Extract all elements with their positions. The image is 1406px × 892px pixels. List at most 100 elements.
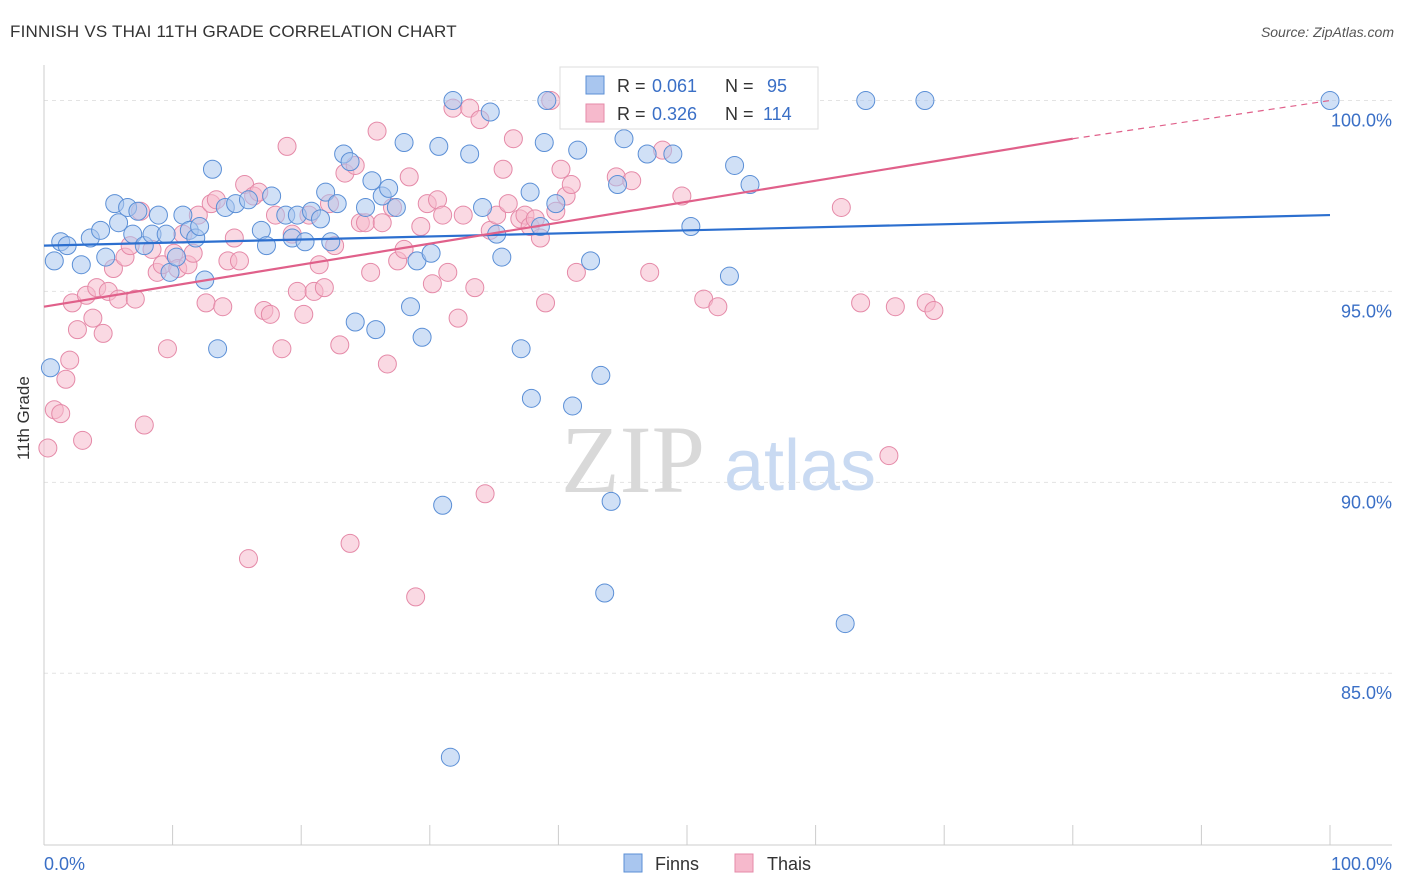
finns-point xyxy=(614,129,634,149)
thais-point xyxy=(493,159,513,179)
thais-point xyxy=(277,136,297,156)
thais-point xyxy=(640,262,660,282)
finns-point xyxy=(238,190,258,210)
finns-point xyxy=(521,388,541,408)
thais-point xyxy=(38,438,58,458)
finns-point xyxy=(356,197,375,217)
thais-point xyxy=(536,293,556,313)
finns-r-value: 0.061 xyxy=(652,76,697,96)
thais-point xyxy=(196,293,216,313)
correlation-legend: R = 0.061 N = 95 R = 0.326 N = 114 xyxy=(559,66,819,130)
finns-point xyxy=(190,217,210,237)
thais-points xyxy=(38,91,944,607)
thais-point xyxy=(51,404,71,424)
thais-point xyxy=(879,446,899,466)
thais-point xyxy=(433,205,453,225)
thais-point xyxy=(453,205,473,225)
finns-point xyxy=(520,182,540,202)
x-tick-label: 100.0% xyxy=(1331,854,1392,874)
finns-point xyxy=(310,209,330,229)
finns-bottom-swatch xyxy=(623,853,643,873)
finns-point xyxy=(663,144,683,164)
thais-r-label: R = xyxy=(617,104,646,124)
trend-lines xyxy=(43,99,1331,308)
finns-point xyxy=(443,91,463,111)
finns-point xyxy=(386,197,406,217)
finns-point xyxy=(316,182,336,202)
finns-point xyxy=(460,144,480,164)
finns-point xyxy=(421,243,441,263)
thais-point xyxy=(309,255,329,275)
thais-point xyxy=(422,274,442,294)
finns-point xyxy=(71,255,91,275)
finns-point xyxy=(681,217,701,237)
finns-point xyxy=(262,186,282,206)
finns-trend-line xyxy=(43,213,1331,247)
finns-point xyxy=(379,178,399,198)
finns-point xyxy=(591,365,611,385)
finns-point xyxy=(637,144,657,164)
finns-legend-label: Finns xyxy=(655,854,699,874)
thais-r-value: 0.326 xyxy=(652,104,697,124)
thais-point xyxy=(229,251,249,271)
thais-point xyxy=(831,197,851,217)
finns-point xyxy=(546,194,566,214)
finns-point xyxy=(725,155,745,175)
finns-n-label: N = xyxy=(725,76,754,96)
thais-point xyxy=(448,308,468,328)
thais-point xyxy=(67,320,87,340)
y-tick-label: 90.0% xyxy=(1341,492,1392,512)
thais-point xyxy=(851,293,871,313)
finns-legend-swatch xyxy=(585,75,605,95)
thais-point xyxy=(224,228,244,248)
thais-point xyxy=(272,339,292,359)
thais-point xyxy=(503,129,523,149)
finns-point xyxy=(480,102,500,122)
finns-point xyxy=(537,91,557,111)
finns-point xyxy=(1320,91,1340,111)
finns-point xyxy=(429,136,449,156)
finns-point xyxy=(44,251,64,271)
source-note: Source: ZipAtlas.com xyxy=(1260,24,1394,40)
y-tick-label: 85.0% xyxy=(1341,683,1392,703)
finns-point xyxy=(96,247,116,267)
thais-point xyxy=(372,213,392,233)
thais-point xyxy=(83,308,103,328)
finns-point xyxy=(340,152,360,172)
finns-point xyxy=(156,224,176,244)
thais-trend-extension xyxy=(1072,99,1331,140)
finns-point xyxy=(534,133,554,153)
finns-point xyxy=(595,583,615,603)
thais-point xyxy=(561,175,581,195)
finns-point xyxy=(915,91,935,111)
finns-point xyxy=(433,495,453,515)
finns-point xyxy=(473,197,493,217)
finns-points xyxy=(40,91,1340,767)
finns-point xyxy=(345,312,365,332)
watermark-zip: ZIP xyxy=(561,406,705,513)
thais-point xyxy=(260,304,280,324)
thais-point xyxy=(238,549,258,569)
thais-point xyxy=(134,415,154,435)
thais-point xyxy=(367,121,387,141)
x-tick-label: 0.0% xyxy=(44,854,85,874)
finns-point xyxy=(492,247,512,267)
thais-trend-line xyxy=(43,137,1073,308)
finns-point xyxy=(581,251,601,271)
finns-point xyxy=(91,220,111,240)
thais-point xyxy=(93,323,113,343)
finns-point xyxy=(202,159,222,179)
finns-point xyxy=(563,396,583,416)
thais-point xyxy=(377,354,397,374)
thais-point xyxy=(411,217,431,237)
thais-point xyxy=(498,194,518,214)
thais-point xyxy=(475,484,495,504)
finns-point xyxy=(295,232,315,252)
watermark-atlas: atlas xyxy=(724,426,876,506)
thais-point xyxy=(708,297,728,317)
finns-point xyxy=(327,194,347,214)
thais-point xyxy=(924,301,944,321)
thais-point xyxy=(330,335,350,355)
finns-point xyxy=(719,266,739,286)
